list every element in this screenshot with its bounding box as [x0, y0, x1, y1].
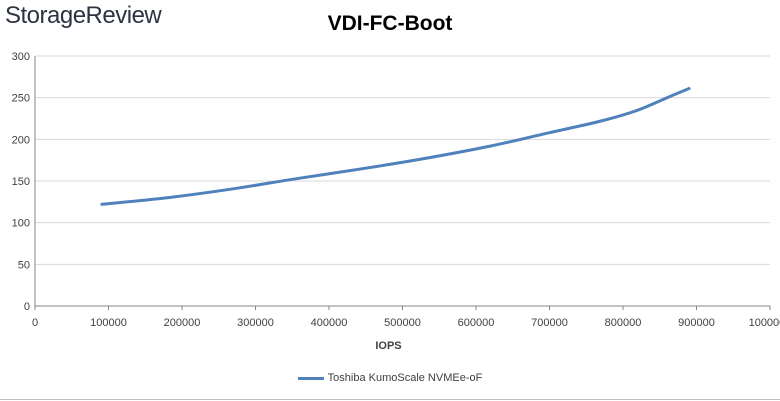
x-tick-label: 100000 — [90, 317, 127, 329]
x-tick-label: 0 — [32, 317, 38, 329]
storagereview-logo: StorageReview — [5, 2, 162, 29]
y-tick-label: 100 — [12, 218, 30, 230]
x-tick-label: 600000 — [458, 317, 495, 329]
x-tick-label: 200000 — [164, 317, 201, 329]
x-tick-label: 800000 — [605, 317, 642, 329]
y-tick-label: 0 — [24, 301, 30, 313]
legend-swatch — [297, 376, 324, 380]
bottom-divider — [0, 399, 780, 400]
series-line — [100, 87, 691, 206]
x-tick-label: 500000 — [384, 317, 421, 329]
y-tick-label: 300 — [12, 51, 30, 63]
legend-label: Toshiba KumoScale NVMEe-oF — [327, 372, 483, 384]
x-tick-label: 900000 — [678, 317, 715, 329]
legend: Toshiba KumoScale NVMEe-oF — [0, 372, 780, 384]
x-tick-label: 1000000 — [749, 317, 780, 329]
y-tick-label: 200 — [12, 134, 30, 146]
y-tick-label: 250 — [12, 93, 30, 105]
x-tick-label: 700000 — [531, 317, 568, 329]
chart-title: VDI-FC-Boot — [327, 12, 453, 35]
x-tick-label: 300000 — [237, 317, 274, 329]
x-tick-label: 400000 — [311, 317, 348, 329]
y-tick-label: 150 — [12, 176, 30, 188]
y-tick-label: 50 — [18, 259, 30, 271]
x-axis-title: IOPS — [375, 340, 401, 352]
